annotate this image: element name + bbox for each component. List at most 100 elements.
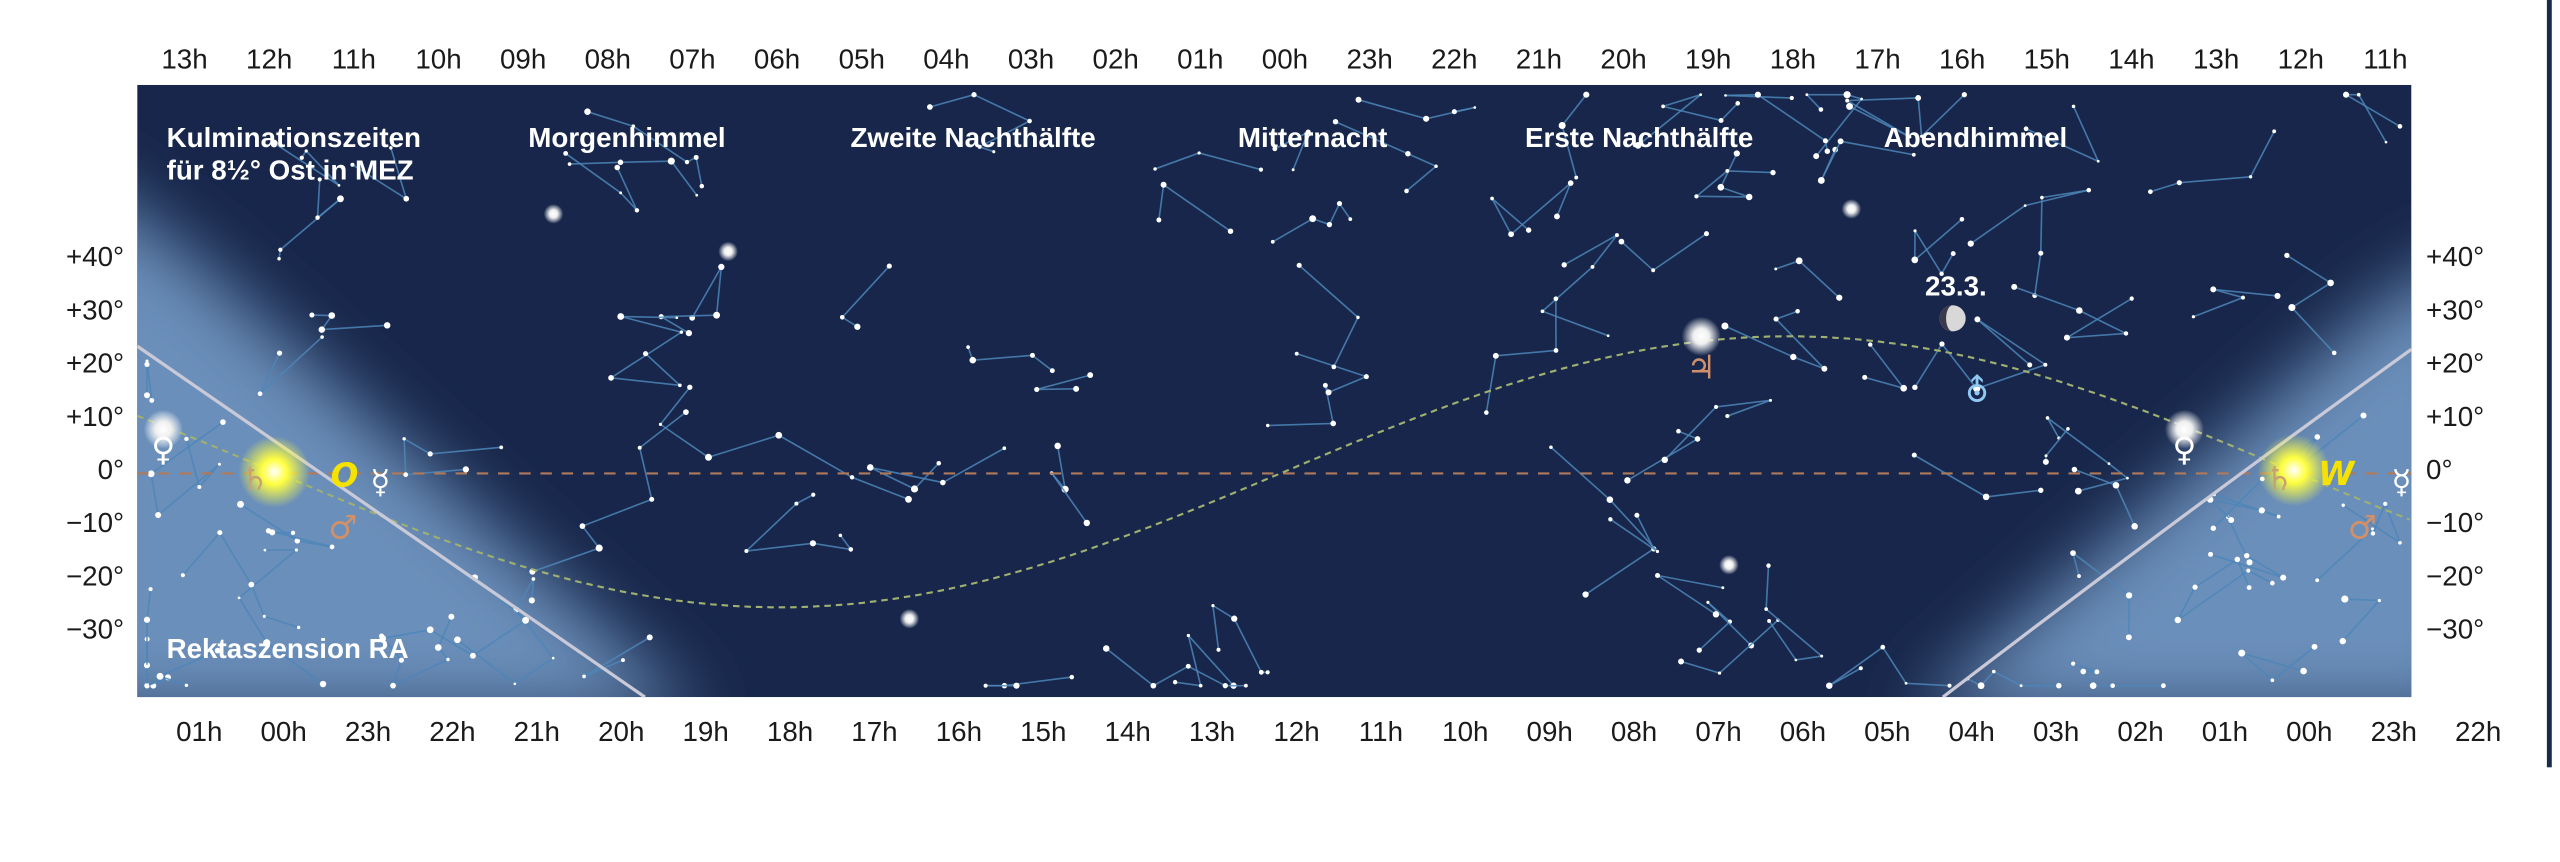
constellation-line	[1695, 170, 1728, 197]
star	[2160, 683, 2166, 689]
constellation-line	[1175, 681, 1201, 687]
hour-label-bottom: 01h	[176, 716, 222, 747]
bright-objects	[143, 199, 2330, 629]
star	[2076, 307, 2083, 314]
hour-label-bottom: 18h	[767, 716, 813, 747]
star	[1713, 404, 1719, 410]
constellation-line	[1840, 140, 1914, 156]
constellation-line	[565, 152, 622, 194]
hour-label-top: 11h	[2363, 44, 2407, 75]
star	[531, 577, 536, 581]
constellation-line	[2241, 652, 2273, 681]
star	[2327, 279, 2334, 287]
star	[1795, 308, 1800, 314]
star	[528, 597, 535, 604]
hour-label-bottom: 16h	[936, 716, 982, 747]
constellation-line	[1198, 152, 1262, 171]
star	[1087, 372, 1094, 379]
star	[1309, 215, 1317, 223]
constellation-line	[972, 354, 1033, 361]
bright-glow	[143, 409, 183, 449]
star	[290, 530, 296, 535]
constellation-line	[1585, 548, 1655, 596]
constellation-line	[1154, 152, 1200, 170]
star	[794, 501, 799, 506]
constellation-line	[632, 125, 688, 163]
star	[143, 616, 151, 623]
constellation-line	[1775, 318, 1825, 370]
hour-label-top: 12h	[246, 44, 292, 75]
constellation-line	[456, 639, 516, 685]
star	[1836, 294, 1843, 301]
star	[1824, 148, 1831, 154]
hour-label-bottom: 23h	[2371, 716, 2417, 747]
star	[1973, 385, 1981, 393]
hour-label-top: 07h	[669, 44, 715, 75]
constellation-line	[1914, 218, 1963, 261]
constellation-line	[2072, 106, 2099, 162]
star	[2238, 649, 2246, 657]
constellation-line	[266, 642, 324, 685]
star	[2314, 434, 2321, 440]
star	[866, 464, 874, 471]
star	[699, 183, 705, 189]
constellation-line	[1407, 152, 1437, 168]
hour-label-top: 21h	[1516, 44, 1562, 75]
constellation-line	[1609, 499, 1659, 553]
star	[1258, 669, 1264, 675]
declination-label-left: −30°	[66, 614, 124, 645]
constellation-line	[1940, 253, 1954, 275]
constellation-line	[796, 494, 814, 505]
star	[2208, 551, 2214, 557]
sky	[137, 84, 2412, 698]
star	[1029, 352, 1035, 358]
star	[462, 466, 469, 473]
star	[1102, 645, 1110, 652]
star	[643, 351, 649, 357]
star	[744, 549, 749, 554]
star	[2246, 585, 2252, 590]
star	[649, 496, 655, 502]
hour-label-top: 17h	[1854, 44, 1900, 75]
star	[1745, 193, 1753, 201]
star	[2192, 584, 2198, 590]
planet-symbol: ♂	[328, 509, 357, 547]
star	[718, 263, 725, 271]
star	[621, 658, 625, 663]
constellation-line	[670, 160, 698, 196]
declination-label-right: −10°	[2426, 507, 2484, 538]
star	[184, 683, 189, 688]
star	[1558, 122, 1566, 130]
constellation-line	[2045, 428, 2069, 457]
constellation-line	[645, 353, 681, 386]
constellation-line	[1657, 574, 1723, 589]
declination-label-left: +30°	[66, 294, 124, 325]
planet-symbol: ♃	[1687, 349, 1716, 387]
constellation-line	[1298, 264, 1359, 319]
star	[1160, 181, 1167, 188]
constellation-line	[2344, 598, 2380, 602]
star	[1484, 410, 1489, 415]
hour-label-bottom: 12h	[1273, 716, 1319, 747]
hour-label-top: 09h	[500, 44, 546, 75]
star	[2246, 559, 2253, 566]
constellation-line	[1328, 203, 1341, 225]
constellation-line	[1976, 318, 2031, 366]
planet-symbol: O	[331, 457, 359, 495]
constellation-line	[1720, 186, 1750, 198]
declination-label-left: −10°	[66, 507, 124, 538]
star	[1717, 183, 1725, 191]
constellation-line	[1657, 574, 1717, 616]
star	[1634, 142, 1642, 149]
star	[2300, 667, 2307, 675]
star	[1332, 119, 1339, 125]
constellation-line	[1775, 260, 1800, 270]
twilight-left	[137, 217, 679, 698]
culmination-note: Kulminationszeiten	[167, 122, 421, 153]
star	[695, 193, 699, 197]
star	[350, 162, 355, 167]
star	[1355, 96, 1362, 103]
hour-label-top: 13h	[161, 44, 207, 75]
constellation-line	[1335, 120, 1409, 155]
star	[2272, 129, 2277, 134]
